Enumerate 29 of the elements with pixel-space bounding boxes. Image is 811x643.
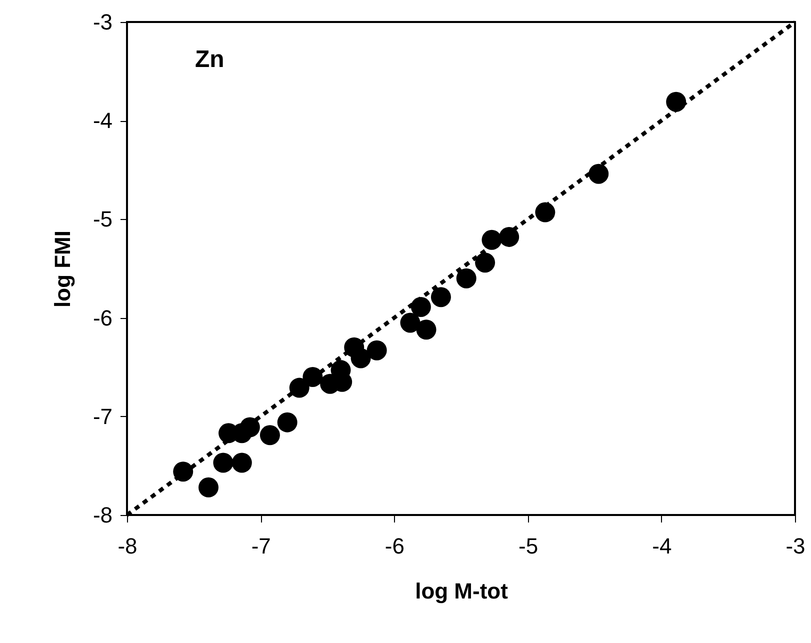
point [260,425,280,446]
x-tick-label: -6 [384,534,404,558]
point [366,340,387,360]
annotation: Zn [195,46,224,73]
point [232,452,252,473]
x-tick-label: -8 [118,534,138,558]
y-tick-label: -7 [92,404,112,429]
point [475,252,496,273]
point [456,268,476,288]
point [213,452,234,473]
x-tick-label: -5 [518,534,538,558]
point [198,477,218,498]
y-tick-label: -4 [92,108,112,134]
point [410,296,431,317]
point [350,348,371,368]
point [430,287,451,308]
y-tick-label: -6 [92,305,112,330]
y-axis-title: log FMI [50,230,75,308]
y-tick-label: -5 [92,206,112,232]
x-tick-label: -7 [251,534,271,558]
x-tick-label: -3 [786,534,806,558]
x-tick-label: -4 [652,534,672,558]
y-tick-label: -8 [92,502,112,528]
point [400,312,420,333]
y-tick-label: -3 [92,10,112,34]
x-axis-title: log M-tot [415,578,509,604]
point [277,412,298,432]
point [416,320,436,340]
point [588,164,609,184]
